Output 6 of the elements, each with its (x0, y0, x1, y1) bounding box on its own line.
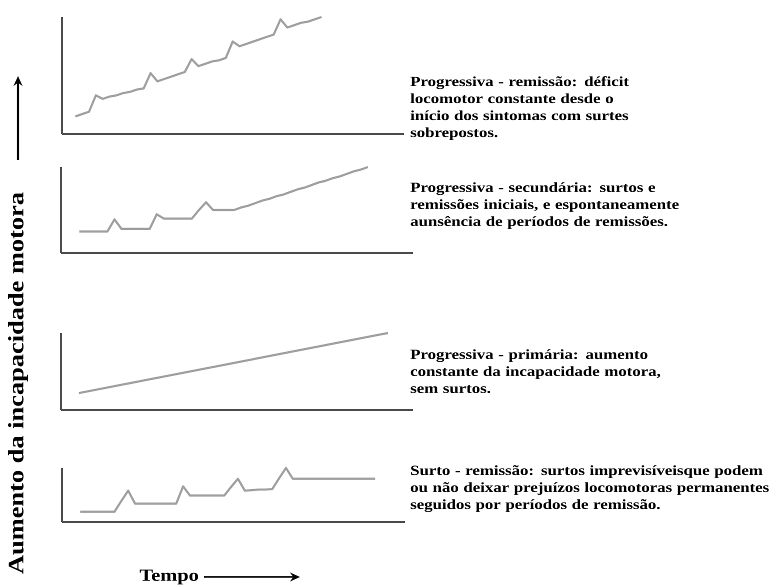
text: Progressiva - secundária: surtos e remissões iniciais, e espontaneamente aunsência de períodos de remissões. (410, 182, 679, 229)
text: Surto - remissão: surtos imprevisíveisque podem ou não deixar prejuízos locomotoras permanentes seguidos por períodos de remissão. (410, 465, 769, 512)
annotation: Progressiva - primária: aumento constante da incapacidade motora, sem surtos. (410, 349, 660, 394)
x-axis-title: Tempo (140, 570, 198, 584)
y-axis-title: Aumento da incapacidade motora (8, 192, 28, 574)
text: Progressiva - remissão: déficit locomotor constante desde o início dos sintomas com surtes sobrepostos. (410, 76, 629, 140)
